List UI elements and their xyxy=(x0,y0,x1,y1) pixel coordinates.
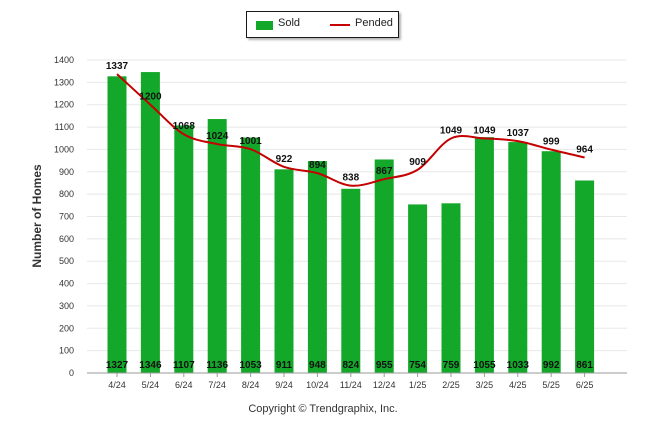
sold-value-label: 861 xyxy=(576,360,593,371)
sold-value-label: 824 xyxy=(342,360,359,371)
sold-bar xyxy=(541,151,561,373)
y-tick-label: 900 xyxy=(59,167,74,177)
sold-swatch xyxy=(256,21,273,30)
pended-value-label: 1001 xyxy=(239,136,262,147)
pended-swatch xyxy=(330,24,350,26)
y-axis-title: Number of Homes xyxy=(30,164,44,268)
sold-value-label: 955 xyxy=(376,360,393,371)
sold-bar xyxy=(474,137,494,373)
legend-pended-label: Pended xyxy=(355,17,393,29)
y-tick-label: 500 xyxy=(59,256,74,266)
pended-value-label: 922 xyxy=(276,154,293,165)
y-tick-label: 1400 xyxy=(54,55,74,65)
y-tick-label: 100 xyxy=(59,346,74,356)
pended-value-label: 1049 xyxy=(473,125,496,136)
legend-sold-label: Sold xyxy=(278,17,301,29)
sold-value-label: 911 xyxy=(276,360,293,371)
pended-value-label: 964 xyxy=(576,144,593,155)
sold-value-label: 992 xyxy=(543,360,560,371)
sold-value-label: 759 xyxy=(443,360,460,371)
sold-bar xyxy=(441,203,461,373)
x-tick-label: 6/25 xyxy=(576,380,594,390)
copyright-footer: Copyright © Trendgraphix, Inc. xyxy=(248,403,398,415)
pended-value-label: 909 xyxy=(409,157,426,168)
y-tick-label: 600 xyxy=(59,234,74,244)
x-tick-label: 4/25 xyxy=(509,380,527,390)
pended-value-label: 838 xyxy=(342,173,359,184)
pended-value-label: 1337 xyxy=(106,61,129,72)
sold-value-label: 1346 xyxy=(139,360,162,371)
sold-bar xyxy=(341,188,361,373)
sold-value-label: 1327 xyxy=(106,360,129,371)
pended-value-label: 1068 xyxy=(173,121,196,132)
pended-value-label: 894 xyxy=(309,160,326,171)
y-tick-label: 1100 xyxy=(55,122,74,132)
y-tick-label: 1000 xyxy=(54,144,74,154)
x-tick-label: 12/24 xyxy=(373,380,396,390)
sold-value-label: 1107 xyxy=(173,360,195,371)
pended-value-label: 867 xyxy=(376,166,393,177)
sold-bar xyxy=(274,169,294,373)
y-tick-label: 300 xyxy=(59,301,74,311)
x-tick-label: 2/25 xyxy=(442,380,460,390)
x-tick-label: 5/25 xyxy=(542,380,560,390)
y-tick-label: 800 xyxy=(59,189,74,199)
sold-value-label: 1055 xyxy=(473,360,496,371)
axes: 0 100 200 300 400 500 600 700 800 900 1000 1100 1200… xyxy=(54,55,627,390)
pended-value-label: 1037 xyxy=(507,128,530,139)
pended-value-label: 1200 xyxy=(139,92,162,103)
sold-value-label: 754 xyxy=(409,360,426,371)
sold-bars xyxy=(107,72,595,374)
sold-bar xyxy=(107,76,127,374)
x-tick-label: 9/24 xyxy=(275,380,293,390)
y-tick-label: 1200 xyxy=(54,100,74,110)
sold-bar xyxy=(374,159,394,373)
data-labels: 1327 1346 1107 1136 1053 911 948 824 955 754 759 10… xyxy=(106,61,594,371)
pended-line xyxy=(116,73,585,187)
x-tick-label: 4/24 xyxy=(108,380,126,390)
x-tick-label: 11/24 xyxy=(340,380,362,390)
y-tick-label: 400 xyxy=(59,279,74,289)
sold-bar xyxy=(408,204,428,373)
sold-bar xyxy=(508,142,528,373)
y-tick-label: 0 xyxy=(69,368,74,378)
pended-value-label: 999 xyxy=(543,137,560,148)
x-tick-label: 10/24 xyxy=(306,380,329,390)
x-tick-label: 3/25 xyxy=(476,380,494,390)
x-tick-label: 6/24 xyxy=(175,380,193,390)
sold-value-label: 1136 xyxy=(206,360,228,371)
sold-bar xyxy=(174,125,194,373)
sold-value-label: 1033 xyxy=(507,360,530,371)
x-tick-label: 1/25 xyxy=(409,380,427,390)
sold-bar xyxy=(140,72,160,373)
sold-value-label: 1053 xyxy=(239,360,262,371)
sold-value-label: 948 xyxy=(309,360,326,371)
sold-bar xyxy=(307,161,327,373)
x-tick-label: 5/24 xyxy=(142,380,160,390)
y-tick-label: 1300 xyxy=(54,77,74,87)
pended-value-label: 1049 xyxy=(440,125,463,136)
legend: Sold Pended xyxy=(246,11,399,38)
y-tick-label: 700 xyxy=(59,212,74,222)
sold-bar xyxy=(207,119,227,373)
x-tick-label: 8/24 xyxy=(242,380,260,390)
y-tick-label: 200 xyxy=(59,323,74,333)
sold-bar xyxy=(241,137,261,373)
x-tick-label: 7/24 xyxy=(208,380,226,390)
sold-bar xyxy=(575,180,595,373)
pended-line-group xyxy=(116,73,585,187)
pended-value-label: 1024 xyxy=(206,131,229,142)
